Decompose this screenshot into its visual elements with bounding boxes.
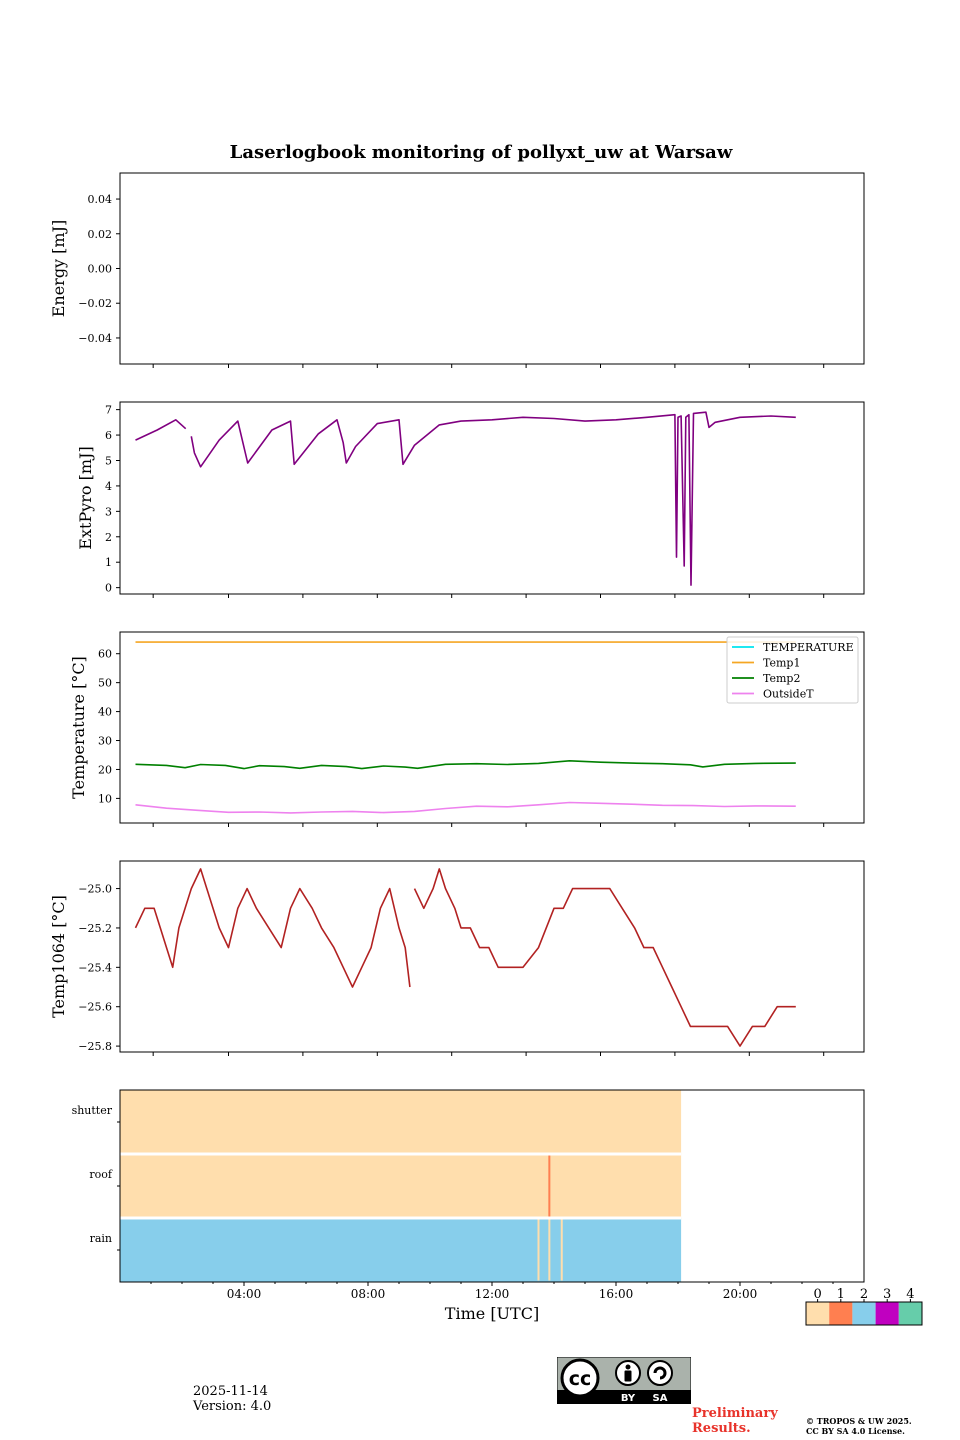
x-tick-label: 12:00 — [475, 1287, 510, 1301]
status-anomaly-rain — [537, 1219, 540, 1281]
legend-frame — [726, 636, 859, 704]
status-anomaly-roof — [554, 1155, 557, 1217]
legend-entry-temp2: Temp2 — [763, 672, 800, 685]
status-anomaly-roof — [548, 1155, 551, 1217]
preliminary-results-note: Preliminary Results. — [692, 1406, 778, 1436]
x-axis-label: Time [UTC] — [445, 1304, 539, 1323]
y-tick-label: −25.4 — [78, 961, 112, 974]
series-outsidet-line — [135, 801, 796, 814]
y-tick-label: 2 — [105, 531, 112, 544]
colorbar-cell-4 — [898, 1302, 922, 1325]
y-tick-label: −25.8 — [78, 1040, 112, 1053]
x-tick-label: 16:00 — [599, 1287, 634, 1301]
row-label-shutter: shutter — [72, 1104, 113, 1117]
extpyro-plot-area — [135, 411, 796, 586]
cc-by-sa-badge-icon: cc BY SA — [557, 1357, 691, 1404]
panel-status: shutter roof rain 04:00 08:00 12:00 16:00 20:00… — [72, 1089, 865, 1323]
status-row-rain — [120, 1218, 682, 1282]
y-tick-label: 0.04 — [88, 193, 113, 206]
colorbar-cell-2 — [852, 1302, 876, 1325]
y-tick-label: 20 — [98, 763, 112, 776]
colorbar-cell-3 — [875, 1302, 899, 1325]
y-tick-label: 6 — [105, 429, 112, 442]
y-tick-label: 4 — [105, 480, 112, 493]
colorbar-tick-label: 2 — [860, 1287, 868, 1302]
y-tick-label: 0 — [105, 582, 112, 595]
y-tick-label: 30 — [98, 735, 112, 748]
y-tick-label: 0.02 — [88, 228, 113, 241]
colorbar-tick-label: 4 — [906, 1287, 914, 1302]
row-label-rain: rain — [90, 1232, 112, 1245]
colorbar-tick-label: 3 — [883, 1287, 891, 1302]
legend-entry-temperature: TEMPERATURE — [763, 641, 854, 654]
row-label-roof: roof — [89, 1168, 113, 1181]
figure-title: Laserlogbook monitoring of pollyxt_uw at… — [230, 142, 733, 163]
by-text: BY — [621, 1393, 636, 1404]
y-tick-label: 40 — [98, 706, 112, 719]
y-tick-label: 3 — [105, 505, 112, 518]
y-tick-label: −0.04 — [78, 332, 112, 345]
figure-date: 2025-11-14 — [193, 1384, 268, 1399]
y-tick-label: 5 — [105, 454, 112, 467]
status-row-roof — [120, 1154, 682, 1218]
temperature-plot-area — [135, 641, 796, 814]
series-extpyro-line — [135, 411, 796, 586]
copyright-line-1: © TROPOS & UW 2025. — [806, 1416, 912, 1426]
y-axis-label: Temp1064 [°C] — [49, 895, 68, 1018]
y-tick-label: −0.02 — [78, 297, 112, 310]
axes-frame — [119, 860, 865, 1053]
date-version-block: 2025-11-14 Version: 4.0 — [193, 1384, 271, 1414]
colorbar-cell-0 — [806, 1302, 830, 1325]
y-axis-label: Energy [mJ] — [49, 220, 68, 318]
colorbar-cell-1 — [829, 1302, 853, 1325]
copyright-line-2: CC BY SA 4.0 License. — [806, 1426, 905, 1436]
series-temp2-line — [135, 760, 796, 770]
y-tick-label: 50 — [98, 677, 112, 690]
y-tick-label: 0.00 — [88, 263, 113, 276]
panel-extpyro: 0 1 2 3 4 5 6 7 ExtPyro [mJ] — [76, 401, 865, 598]
status-anomaly-rain — [548, 1219, 551, 1281]
y-tick-label: 10 — [98, 792, 112, 805]
axes-frame — [119, 172, 865, 365]
cc-text: cc — [569, 1368, 592, 1390]
x-tick-label: 08:00 — [351, 1287, 386, 1301]
legend-entry-outsidet: OutsideT — [763, 688, 814, 701]
status-plot-area — [120, 1090, 682, 1282]
y-tick-label: 60 — [98, 648, 112, 661]
legend: TEMPERATURE Temp1 Temp2 OutsideT — [726, 636, 859, 704]
y-tick-label: 7 — [105, 404, 112, 417]
axes-frame — [119, 631, 865, 824]
y-tick-label: −25.2 — [78, 922, 112, 935]
status-anomaly-roof — [559, 1155, 562, 1217]
y-tick-label: −25.0 — [78, 883, 112, 896]
legend-entry-temp1: Temp1 — [763, 657, 800, 670]
figure-version: Version: 4.0 — [193, 1399, 272, 1414]
colorbar-tick-label: 1 — [837, 1287, 845, 1302]
x-tick-label: 04:00 — [227, 1287, 262, 1301]
x-tick-label: 20:00 — [723, 1287, 758, 1301]
status-row-shutter — [120, 1090, 682, 1154]
colorbar-tick-label: 0 — [813, 1287, 821, 1302]
y-tick-label: 1 — [105, 556, 112, 569]
y-axis-label: ExtPyro [mJ] — [76, 446, 95, 549]
panel-temp1064: −25.0 −25.2 −25.4 −25.6 −25.8 Temp1064 [°C] — [49, 860, 865, 1056]
copyright-note: © TROPOS & UW 2025. CC BY SA 4.0 License… — [806, 1416, 956, 1436]
temp1064-plot-area — [134, 868, 796, 1047]
y-tick-label: −25.6 — [78, 1001, 112, 1014]
series-temp1064-line — [134, 868, 796, 1047]
status-anomaly-rain — [560, 1219, 563, 1281]
panel-energy: 0.04 0.02 0.00 −0.02 −0.04 Energy [mJ] — [49, 172, 865, 368]
sa-text: SA — [653, 1393, 668, 1404]
y-axis-label: Temperature [°C] — [69, 656, 88, 799]
axes-frame — [119, 401, 865, 595]
